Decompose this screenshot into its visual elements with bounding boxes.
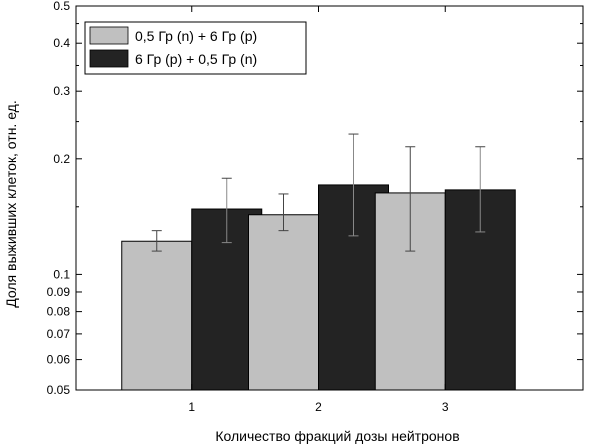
y-tick-label: 0.06 <box>47 353 71 367</box>
y-tick-label: 0.05 <box>47 383 71 397</box>
y-tick-label: 0.08 <box>47 305 71 319</box>
legend-label-series-1: 0,5 Гр (n) + 6 Гр (p) <box>135 28 257 44</box>
bar-series-1 <box>121 240 193 391</box>
y-tick-label: 0.5 <box>53 0 70 13</box>
error-bars <box>151 133 486 252</box>
x-tick-label: 1 <box>188 400 195 414</box>
legend-label-series-2: 6 Гр (p) + 0,5 Гр (n) <box>135 51 257 67</box>
legend-swatch-series-2 <box>89 49 129 68</box>
y-tick-label: 0.3 <box>53 84 70 98</box>
y-tick-label: 0.09 <box>47 285 71 299</box>
y-axis-label: Доля выживших клеток, отн. ед. <box>3 100 19 307</box>
y-tick-label: 0.07 <box>47 327 71 341</box>
x-tick-label: 2 <box>315 400 322 414</box>
y-tick-label: 0.2 <box>53 152 70 166</box>
y-tick-label: 0.4 <box>53 36 70 50</box>
x-axis-label: Количество фракций дозы нейтронов <box>215 428 459 444</box>
legend: 0,5 Гр (n) + 6 Гр (p) 6 Гр (p) + 0,5 Гр … <box>84 21 307 75</box>
bars <box>121 184 516 391</box>
x-tick-label: 3 <box>442 400 449 414</box>
legend-swatch-series-1 <box>89 26 129 45</box>
y-tick-label: 0.1 <box>53 267 70 281</box>
ticks: 0.05 0.06 0.07 0.08 0.09 0.1 0.2 0.3 0.4 0.5 1 2 3 <box>47 0 583 414</box>
bar-series-1 <box>248 214 319 391</box>
